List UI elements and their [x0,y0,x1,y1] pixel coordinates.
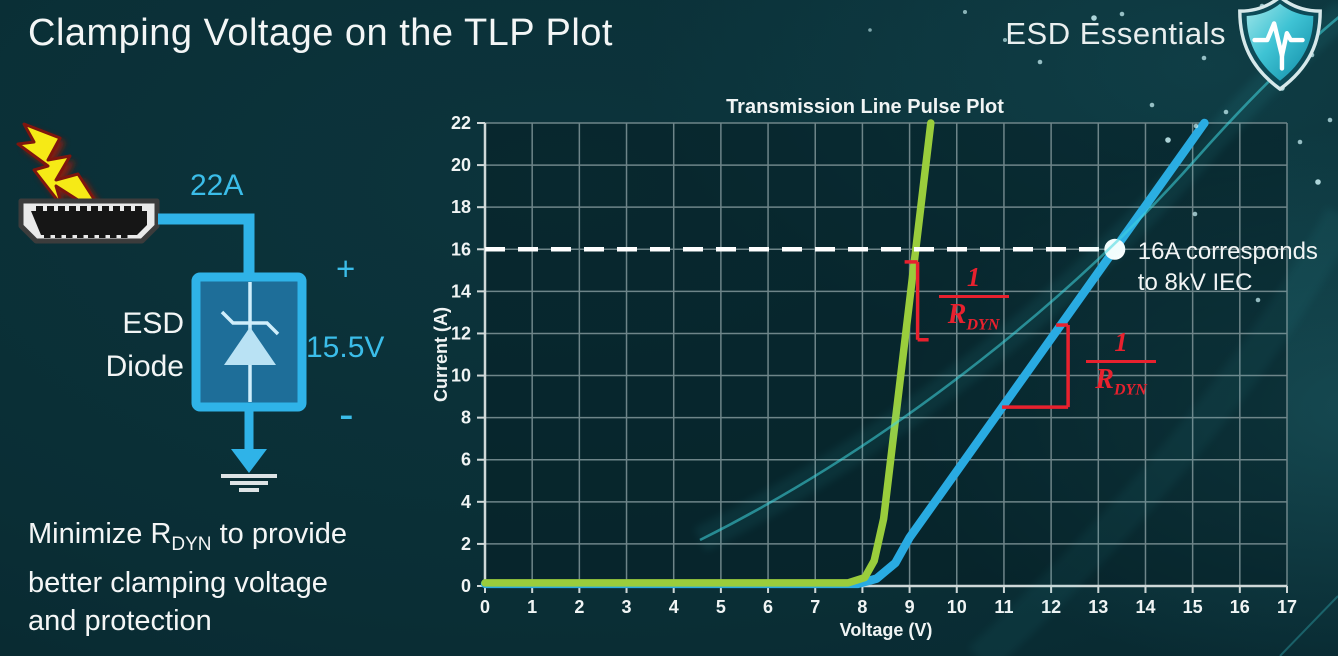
y-tick-label: 18 [451,197,471,217]
x-tick-label: 12 [1041,597,1061,617]
marker-annotation-line1: 16A corresponds [1137,238,1318,266]
polarity-plus-label: + [336,250,356,287]
brand-name: ESD Essentials [1005,16,1226,51]
polarity-minus-label: - [339,390,354,439]
tvs-diode-symbol-icon [220,282,280,402]
y-tick-label: 4 [461,492,471,512]
x-tick-label: 1 [527,597,537,617]
clamp-voltage-label: 15.5V [306,331,385,364]
takeaway-text: Minimize RDYN to provide better clamping… [28,515,347,640]
y-tick-label: 20 [451,155,471,175]
x-tick-label: 0 [480,597,490,617]
x-tick-label: 6 [763,597,773,617]
hdmi-connector-icon [18,198,160,244]
x-tick-label: 14 [1135,597,1155,617]
chart-title: Transmission Line Pulse Plot [726,96,1004,118]
y-tick-label: 14 [451,281,471,301]
x-tick-label: 8 [857,597,867,617]
y-axis-label: Current (A) [431,307,451,402]
y-tick-label: 6 [461,450,471,470]
y-tick-label: 16 [451,239,471,259]
y-tick-label: 10 [451,366,471,386]
x-tick-label: 16 [1230,597,1250,617]
wire-top [158,213,255,275]
x-tick-label: 13 [1088,597,1108,617]
circuit-diagram [16,122,307,492]
x-tick-label: 2 [574,597,584,617]
y-tick-label: 22 [451,113,471,133]
marker-annotation-line2: to 8kV IEC [1137,269,1253,297]
x-tick-label: 7 [810,597,820,617]
esd-diode-label-line2: Diode [105,350,184,383]
particle-dot [1201,55,1207,61]
esd-diode-label: ESD Diode [88,302,184,388]
x-tick-label: 10 [947,597,967,617]
takeaway-line2: better clamping voltage [28,566,328,599]
rdyn-fraction-green: 1 RDYN [935,263,1013,334]
particle-dot [868,28,872,32]
x-tick-label: 3 [622,597,632,617]
x-tick-label: 9 [905,597,915,617]
y-tick-label: 2 [461,534,471,554]
x-tick-label: 15 [1183,597,1203,617]
x-tick-label: 5 [716,597,726,617]
x-axis-label: Voltage (V) [840,620,933,640]
particle-dot [962,9,968,15]
page-title: Clamping Voltage on the TLP Plot [28,12,613,54]
y-tick-label: 8 [461,408,471,428]
fraction-bar [938,294,1009,298]
y-tick-label: 0 [461,576,471,596]
ground-icon [221,449,277,492]
shield-pulse-logo-icon [1238,0,1322,92]
marker-annotation: 16A corresponds to 8kV IEC [1138,236,1318,298]
surge-current-label: 22A [190,169,244,202]
x-tick-label: 17 [1277,597,1297,617]
rdyn-fraction-blue: 1 RDYN [1082,329,1160,399]
tlp-chart: 0 1 2 3 4 5 6 7 8 9 10 11 12 13 14 15 16 1702468101214161… [431,96,1297,640]
marker-dot [1104,238,1126,260]
y-tick-label: 12 [451,323,471,343]
takeaway-line3: and protection [28,604,212,637]
x-tick-label: 11 [994,597,1013,617]
x-tick-label: 4 [669,597,679,617]
takeaway-line1: Minimize RDYN to provide [28,518,347,555]
particle-dot [1037,59,1043,65]
fraction-bar [1086,360,1157,364]
esd-diode-label-line1: ESD [122,307,184,340]
